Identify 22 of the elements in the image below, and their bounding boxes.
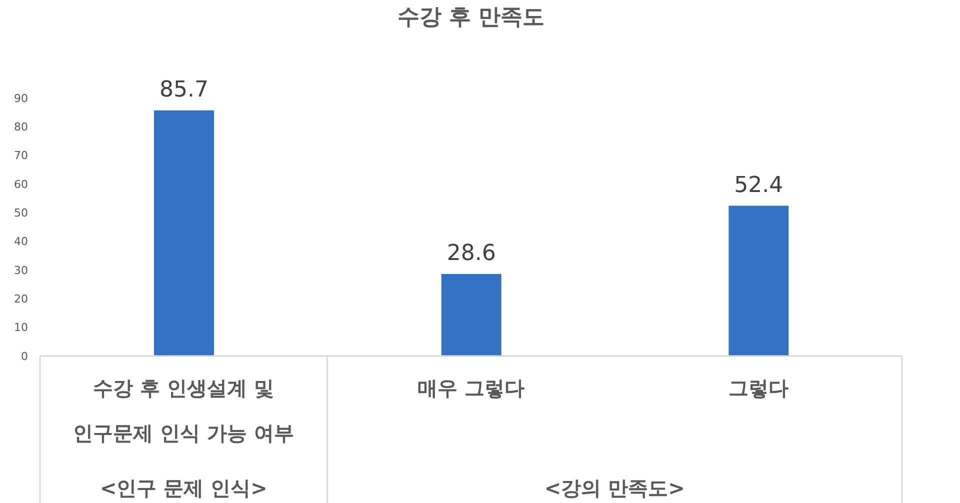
x-tick-label: 그렇다	[728, 376, 788, 400]
chart-title: 수강 후 만족도	[396, 4, 546, 32]
bar	[154, 110, 214, 356]
y-tick-label: 50	[14, 206, 28, 220]
y-tick-label: 20	[14, 292, 28, 306]
text: <강의 만족도>	[544, 476, 685, 500]
y-tick-label: 30	[14, 264, 28, 277]
text: <인구 문제 인식>	[100, 476, 268, 500]
y-tick-label: 0	[21, 350, 28, 363]
y-tick-label: 40	[14, 235, 28, 248]
y-tick-label: 80	[14, 120, 28, 134]
x-tick-label: 매우 그렇다	[418, 376, 524, 400]
bar	[728, 206, 789, 356]
bar	[441, 274, 502, 356]
data-label: 85.7	[160, 77, 208, 102]
y-tick-label: 60	[14, 178, 28, 191]
y-tick-label: 70	[14, 149, 28, 162]
y-tick-label: 90	[14, 92, 28, 105]
data-label: 52.4	[734, 172, 784, 198]
data-label: 28.6	[446, 241, 496, 266]
y-tick-label: 10	[14, 321, 28, 334]
x-tick-label: 수강 후 인생설계 및 인구문제 인식 가능 여부	[73, 376, 294, 445]
